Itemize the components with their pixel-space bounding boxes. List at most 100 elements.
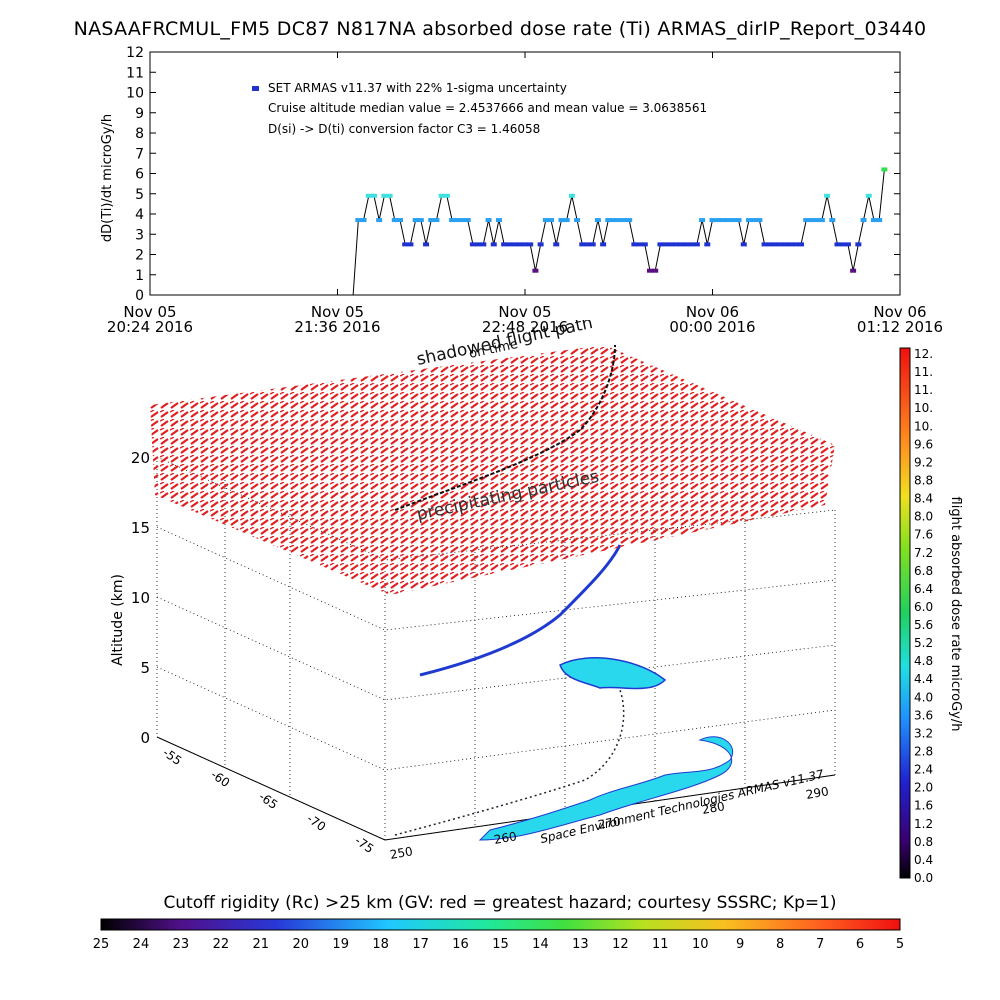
dose-rate-point [699, 218, 706, 223]
dose-rate-point [522, 242, 528, 247]
y-tick-label: 0 [135, 288, 144, 304]
x-tick-time: 22:48 2016 [482, 318, 568, 336]
annotation-conversion: D(si) -> D(ti) conversion factor C3 = 1.… [268, 122, 540, 136]
y-tick-label: 10 [126, 86, 144, 102]
dose-rate-point [610, 218, 617, 223]
x-tick-time: 20:24 2016 [107, 318, 193, 336]
y-tick-label: 8 [135, 126, 144, 142]
south-america-coast [559, 657, 667, 690]
dose-rate-point [745, 218, 752, 223]
dose-rate-point [490, 242, 497, 247]
dose-rate-point [829, 218, 836, 223]
colorbar-tick-label: 4.4 [914, 672, 933, 686]
dose-rate-point [579, 242, 586, 247]
rigidity-tick-label: 8 [776, 937, 784, 952]
rigidity-tick-label: 7 [816, 937, 824, 952]
dose-rate-point [865, 193, 872, 198]
dose-rate-point [449, 218, 456, 223]
colorbar-tick-label: 8.8 [914, 473, 933, 487]
colorbar-tick-label: 9.6 [914, 437, 933, 451]
colorbar-tick-label: 11. [914, 365, 933, 379]
y-tick-label: 5 [135, 187, 144, 203]
dose-rate-point [704, 242, 711, 247]
dose-colorbar-ticks: 12. 11. 11. 10. 10. 9.6 9.2 8.8 8.4 8.0 7.6 7.2 6.8 6… [914, 347, 933, 885]
altitude-ticks: 0 5 10 15 20 [131, 449, 150, 747]
latitude-tick-label: -75 [352, 833, 376, 856]
longitude-tick-label: 290 [805, 784, 830, 802]
rigidity-tick-label: 15 [492, 937, 509, 952]
dose-rate-point [574, 218, 581, 223]
y-tick-label: 12 [126, 45, 144, 61]
x-tick-date: Nov 05 [123, 303, 176, 321]
colorbar-tick-label: 3.2 [914, 726, 933, 740]
dose-rate-line [311, 169, 885, 296]
rigidity-tick-label: 9 [736, 937, 744, 952]
dose-rate-point [870, 218, 877, 223]
dose-rate-point [683, 242, 690, 247]
dose-rate-point [761, 242, 768, 247]
dose-rate-point [548, 218, 555, 223]
dose-rate-point [402, 242, 409, 247]
altitude-3d-plot: shadowed flight path on time precipitati… [110, 320, 963, 885]
rigidity-tick-label: 20 [292, 937, 309, 952]
dose-rate-point [626, 218, 633, 223]
dose-rate-point [735, 218, 742, 223]
dose-rate-point [751, 218, 758, 223]
dose-rate-point [834, 242, 841, 247]
rigidity-tick-label: 12 [612, 937, 629, 952]
dose-rate-point [516, 242, 523, 247]
colorbar-tick-label: 2.8 [914, 745, 933, 759]
latitude-tick-label: -55 [160, 745, 184, 768]
dose-rate-point [589, 242, 596, 247]
rigidity-tick-label: 13 [572, 937, 589, 952]
rigidity-tick-label: 14 [532, 937, 549, 952]
rigidity-tick-label: 21 [253, 937, 270, 952]
annotation-median: Cruise altitude median value = 2.4537666… [268, 101, 707, 115]
colorbar-tick-label: 0.0 [914, 871, 933, 885]
altitude-tick-label: 10 [131, 589, 150, 607]
dose-rate-point [454, 218, 461, 223]
altitude-axis-label: Altitude (km) [110, 574, 126, 666]
dose-rate-point [709, 218, 716, 223]
dose-rate-point [615, 218, 622, 223]
dose-rate-point [464, 218, 471, 223]
x-tick-time: 01:12 2016 [857, 318, 943, 336]
dose-rate-point [766, 242, 773, 247]
rigidity-title: Cutoff rigidity (Rc) >25 km (GV: red = g… [163, 893, 837, 913]
dose-rate-point [563, 218, 570, 223]
altitude-tick-label: 20 [131, 449, 150, 467]
x-tick-date: Nov 05 [311, 303, 364, 321]
dose-rate-point [584, 242, 591, 247]
annotation-legend: SET ARMAS v11.37 with 22% 1-sigma uncert… [268, 81, 567, 95]
dose-rate-point [844, 242, 851, 247]
dose-rate-point [407, 242, 414, 247]
dose-rate-point [391, 218, 398, 223]
dose-rate-point [495, 218, 502, 223]
rigidity-tick-label: 23 [173, 937, 190, 952]
colorbar-tick-label: 11. [914, 383, 933, 397]
dose-rate-point [594, 218, 601, 223]
latitude-ticks: -55 -60 -65 -70 -75 [160, 745, 376, 856]
rigidity-tick-label: 10 [692, 937, 709, 952]
y-tick-label: 4 [135, 207, 144, 223]
colorbar-tick-label: 1.6 [914, 799, 933, 813]
antarctic-peninsula [478, 736, 734, 841]
dose-rate-point [667, 242, 674, 247]
longitude-tick-label: 250 [389, 844, 414, 862]
dose-rate-point [501, 242, 508, 247]
flight-path-ground [394, 689, 625, 836]
dose-rate-point [386, 193, 393, 198]
dose-rate-point [740, 242, 747, 247]
latitude-tick-label: -70 [304, 811, 328, 834]
dose-rate-point [412, 218, 419, 223]
y-tick-label: 2 [135, 248, 144, 264]
dose-rate-point [365, 193, 372, 198]
dose-rate-point [688, 242, 695, 247]
dose-colorbar-label: flight absorbed dose rate microGy/h [948, 497, 963, 732]
longitude-ticks: 250 260 270 280 290 [389, 784, 830, 862]
dose-rate-point [647, 268, 653, 273]
dose-rate-point [657, 242, 664, 247]
dose-rate-point [376, 218, 383, 223]
colorbar-tick-label: 2.4 [914, 763, 933, 777]
